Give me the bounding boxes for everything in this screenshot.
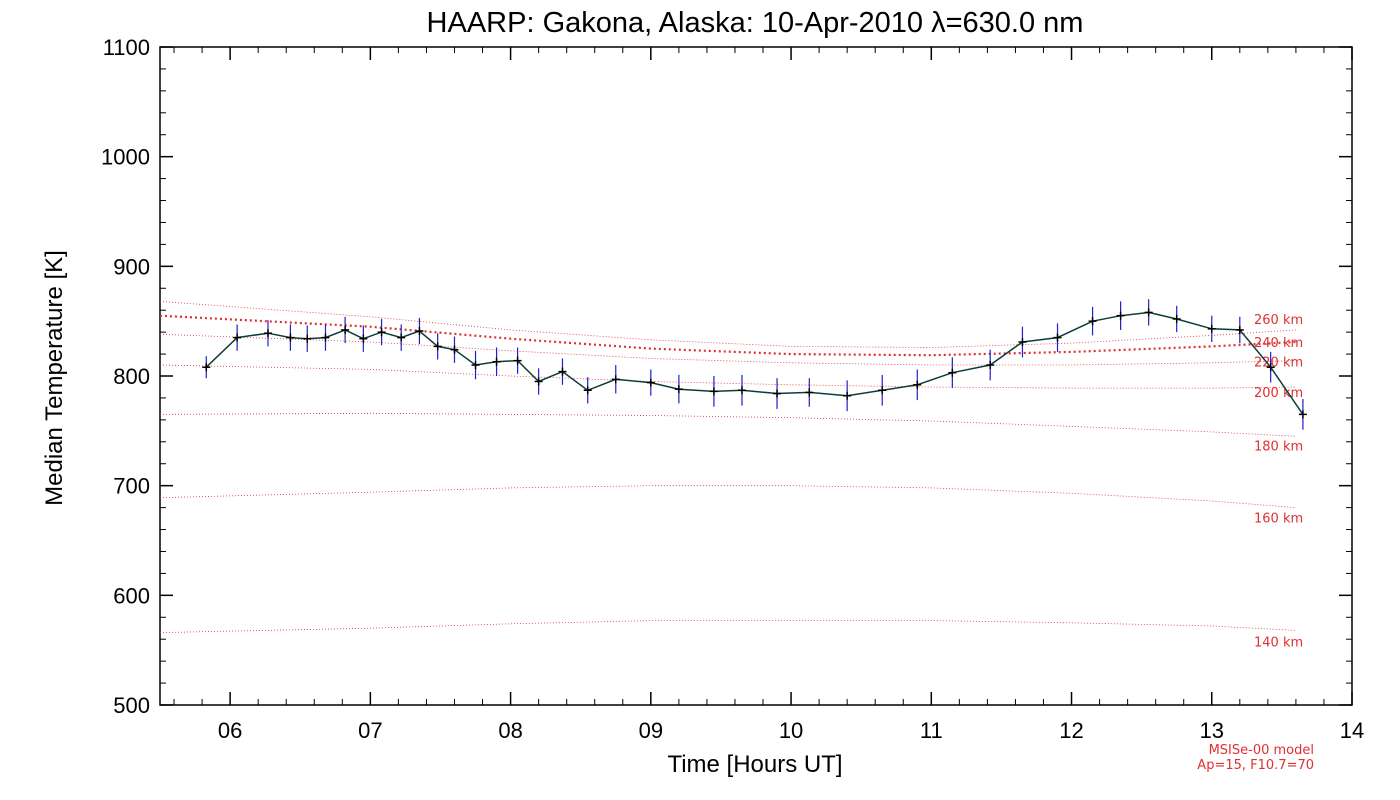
plot-frame: [159, 46, 1353, 706]
x-tick-label: 13: [1200, 718, 1224, 743]
model-curve: [159, 364, 1296, 389]
model-note-line-1: MSISe-00 model: [1209, 743, 1314, 758]
model-curve: [159, 485, 1296, 508]
y-tick-label: 1100: [103, 35, 150, 60]
plot-area: 06 07 08 09 10 11 12 13 14 500 600 700 800 900 1000 110…: [101, 35, 1364, 743]
model-curve: [159, 333, 1296, 366]
y-axis-label: Median Temperature [K]: [41, 250, 68, 506]
x-tick-label: 14: [1340, 718, 1364, 743]
x-axis-label: Time [Hours UT]: [667, 751, 842, 778]
chart-title: HAARP: Gakona, Alaska: 10-Apr-2010 λ=630…: [427, 7, 1084, 39]
model-note-line-2: Ap=15, F10.7=70: [1197, 758, 1314, 773]
x-tick-label: 10: [779, 718, 803, 743]
x-tick-label: 08: [498, 718, 522, 743]
x-tick-label: 07: [358, 718, 382, 743]
model-curve: [159, 620, 1296, 633]
y-tick-label: 600: [113, 583, 150, 608]
y-tick-label: 700: [113, 474, 150, 499]
x-tick-label: 06: [218, 718, 242, 743]
y-tick-label: 1000: [101, 145, 150, 170]
model-curve-label: 240 km: [1254, 336, 1303, 351]
model-curve: [159, 412, 1296, 437]
y-tick-label: 800: [113, 364, 150, 389]
model-curve-label: 180 km: [1254, 439, 1303, 454]
model-curve-label: 200 km: [1254, 386, 1303, 401]
x-tick-label: 09: [639, 718, 663, 743]
y-tick-label: 500: [113, 693, 150, 718]
x-tick-label: 12: [1059, 718, 1083, 743]
y-tick-label: 900: [113, 254, 150, 279]
model-curve-label: 220 km: [1254, 356, 1303, 371]
model-curve-label: 260 km: [1254, 313, 1303, 328]
model-curve-label: 160 km: [1254, 512, 1303, 527]
model-curve-label: 140 km: [1254, 635, 1303, 650]
model-curve: [159, 314, 1296, 357]
x-tick-label: 11: [920, 718, 943, 743]
